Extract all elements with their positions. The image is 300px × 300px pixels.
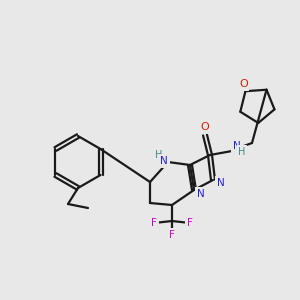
Text: N: N (197, 189, 205, 199)
Text: N: N (233, 141, 241, 151)
Text: N: N (217, 178, 225, 188)
Text: F: F (169, 230, 175, 240)
Text: H: H (155, 150, 163, 160)
Text: N: N (160, 156, 168, 166)
Text: F: F (187, 218, 193, 228)
Text: F: F (151, 218, 157, 228)
Text: O: O (201, 122, 209, 132)
Text: O: O (239, 79, 248, 89)
Text: H: H (238, 147, 246, 157)
